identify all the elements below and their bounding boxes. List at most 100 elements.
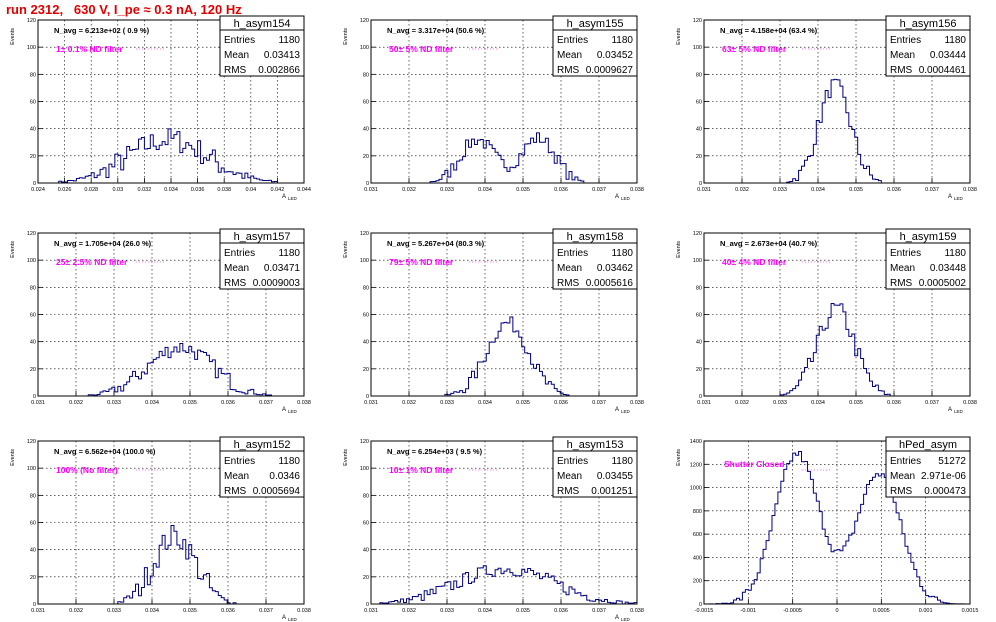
x-tick-label: 0.035 bbox=[516, 400, 530, 406]
y-tick-label: 40 bbox=[696, 127, 702, 133]
y-tick-label: 100 bbox=[360, 466, 369, 472]
histogram-hPed_asym bbox=[704, 451, 970, 605]
y-tick-label: 100 bbox=[693, 258, 702, 264]
histogram-panel-h_asym152: 0.031 0.032 0.033 0.034 0.035 0.036 0.037 0.038… bbox=[10, 436, 311, 622]
y-tick-label: 120 bbox=[693, 18, 702, 24]
stats-value: 0.0005002 bbox=[919, 278, 967, 289]
stats-value: 1180 bbox=[611, 456, 633, 467]
stats-value: 0.03444 bbox=[930, 50, 967, 61]
x-tick-label: 0.033 bbox=[107, 608, 121, 614]
y-tick-label: 100 bbox=[360, 45, 369, 51]
stats-value: 1180 bbox=[278, 248, 300, 259]
x-tick-label: 0.034 bbox=[164, 187, 178, 193]
x-tick-label: 0.038 bbox=[963, 400, 977, 406]
x-tick-label: 0.038 bbox=[630, 400, 644, 406]
x-tick-label: 0.032 bbox=[402, 187, 416, 193]
stats-label: Entries bbox=[557, 248, 588, 259]
x-tick-label: 0.037 bbox=[592, 608, 606, 614]
y-tick-label: 120 bbox=[360, 231, 369, 237]
x-tick-label: 0.0015 bbox=[962, 608, 979, 614]
histogram-panel-h_asym154: 0.024 0.026 0.028 0.03 0.032 0.034 0.036 0.038 0… bbox=[10, 15, 311, 201]
y-tick-label: 0 bbox=[33, 602, 36, 608]
y-axis-label: Events bbox=[676, 241, 682, 258]
x-axis-label: A bbox=[615, 615, 619, 621]
x-tick-label: 0.034 bbox=[478, 400, 492, 406]
stats-box bbox=[885, 15, 971, 77]
x-tick-label: 0.031 bbox=[31, 608, 45, 614]
y-axis-label: Events bbox=[676, 449, 682, 466]
y-tick-label: 0 bbox=[699, 181, 702, 187]
histogram-h_asym154 bbox=[38, 128, 304, 184]
x-tick-label: 0.037 bbox=[925, 400, 939, 406]
histogram-panel-h_asym159: 0.031 0.032 0.033 0.034 0.035 0.036 0.037 0.038… bbox=[676, 228, 977, 414]
stats-value: 0.03455 bbox=[597, 471, 634, 482]
x-tick-label: 0.032 bbox=[138, 187, 152, 193]
stats-value: 2.971e-06 bbox=[921, 471, 966, 482]
stats-title: h_asym157 bbox=[234, 231, 291, 243]
y-tick-label: 40 bbox=[30, 548, 36, 554]
x-tick-label: 0.033 bbox=[440, 187, 454, 193]
n-avg-label: N_avg = 5.267e+04 (80.3 %) bbox=[387, 239, 485, 248]
stats-title: hPed_asym bbox=[899, 439, 957, 451]
n-avg-label: N_avg = 6.254e+03 ( 9.5 %) bbox=[387, 447, 483, 456]
x-tick-label: 0.032 bbox=[735, 187, 749, 193]
x-axis-label-sub: LED bbox=[621, 617, 631, 622]
stats-title: h_asym154 bbox=[234, 18, 291, 30]
y-tick-label: 40 bbox=[363, 548, 369, 554]
y-tick-label: 0 bbox=[366, 602, 369, 608]
stats-label: Mean bbox=[890, 50, 915, 61]
y-tick-label: 20 bbox=[363, 575, 369, 581]
y-tick-label: 800 bbox=[693, 509, 702, 515]
x-tick-label: 0.038 bbox=[630, 608, 644, 614]
y-tick-label: 100 bbox=[27, 466, 36, 472]
histogram-panel-h_asym155: 0.031 0.032 0.033 0.034 0.035 0.036 0.037 0.038… bbox=[343, 15, 644, 201]
stats-label: RMS bbox=[890, 278, 913, 289]
stats-label: RMS bbox=[224, 278, 247, 289]
x-axis-label-sub: LED bbox=[288, 617, 298, 622]
n-avg-label: N_avg = 6.562e+04 (100.0 %) bbox=[54, 447, 156, 456]
x-tick-label: 0.037 bbox=[259, 608, 273, 614]
n-avg-label: N_avg = 4.158e+04 (63.4 %) bbox=[720, 26, 818, 35]
histogram-h_asym152 bbox=[38, 525, 304, 605]
x-axis-label-sub: LED bbox=[288, 409, 298, 414]
x-tick-label: 0.035 bbox=[516, 187, 530, 193]
y-tick-label: 60 bbox=[696, 100, 702, 106]
y-tick-label: 40 bbox=[30, 127, 36, 133]
x-tick-label: 0.0005 bbox=[873, 608, 890, 614]
x-tick-label: 0 bbox=[835, 608, 838, 614]
n-avg-label: N_avg = 1.705e+04 (26.0 %) bbox=[54, 239, 152, 248]
stats-box bbox=[552, 436, 638, 498]
x-tick-label: 0.036 bbox=[554, 400, 568, 406]
x-tick-label: 0.038 bbox=[963, 187, 977, 193]
stats-value: 0.0346 bbox=[269, 471, 300, 482]
stats-value: 1180 bbox=[278, 456, 300, 467]
x-tick-label: 0.037 bbox=[592, 187, 606, 193]
stats-value: 0.002866 bbox=[258, 65, 300, 76]
x-tick-label: 0.031 bbox=[31, 400, 45, 406]
x-axis-label: A bbox=[282, 615, 286, 621]
stats-value: 0.03452 bbox=[597, 50, 634, 61]
y-axis-label: Events bbox=[343, 28, 349, 45]
histogram-panel-h_asym157: 0.031 0.032 0.033 0.034 0.035 0.036 0.037 0.038… bbox=[10, 228, 311, 414]
y-axis-label: Events bbox=[10, 241, 16, 258]
x-tick-label: 0.031 bbox=[697, 187, 711, 193]
x-tick-label: -0.0005 bbox=[783, 608, 802, 614]
y-tick-label: 100 bbox=[693, 45, 702, 51]
y-tick-label: 120 bbox=[27, 231, 36, 237]
y-tick-label: 40 bbox=[363, 340, 369, 346]
x-tick-label: 0.04 bbox=[245, 187, 256, 193]
filter-label: 63± 5% ND filter bbox=[722, 44, 787, 54]
x-tick-label: 0.035 bbox=[849, 400, 863, 406]
stats-label: Entries bbox=[557, 456, 588, 467]
y-tick-label: 80 bbox=[363, 285, 369, 291]
stats-label: Mean bbox=[557, 263, 582, 274]
stats-value: 0.03448 bbox=[930, 263, 967, 274]
x-tick-label: 0.031 bbox=[364, 400, 378, 406]
stats-box bbox=[552, 15, 638, 77]
y-tick-label: 100 bbox=[27, 258, 36, 264]
stats-value: 0.0004461 bbox=[919, 65, 967, 76]
stats-label: Entries bbox=[224, 248, 255, 259]
stats-label: RMS bbox=[890, 65, 913, 76]
x-tick-label: 0.035 bbox=[183, 400, 197, 406]
